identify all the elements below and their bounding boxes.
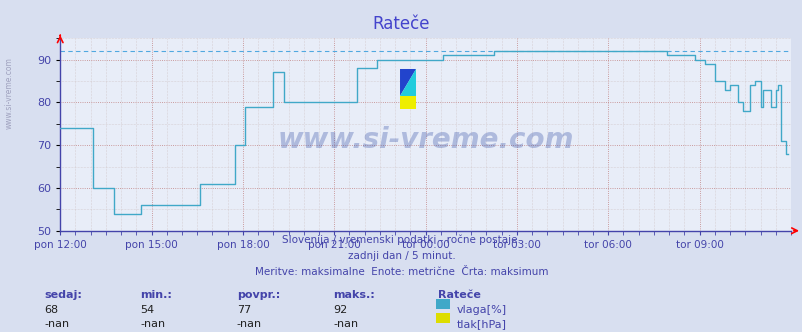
Text: 77: 77 (237, 305, 251, 315)
Text: 68: 68 (44, 305, 59, 315)
Text: www.si-vreme.com: www.si-vreme.com (5, 57, 14, 129)
Text: min.:: min.: (140, 290, 172, 300)
Text: Rateče: Rateče (437, 290, 480, 300)
Text: tlak[hPa]: tlak[hPa] (456, 319, 506, 329)
Polygon shape (399, 69, 415, 96)
Text: povpr.:: povpr.: (237, 290, 280, 300)
Text: -nan: -nan (44, 319, 69, 329)
Text: vlaga[%]: vlaga[%] (456, 305, 506, 315)
Text: Meritve: maksimalne  Enote: metrične  Črta: maksimum: Meritve: maksimalne Enote: metrične Črta… (254, 267, 548, 277)
Text: Rateče: Rateče (372, 15, 430, 33)
Text: 92: 92 (333, 305, 347, 315)
Text: -nan: -nan (140, 319, 165, 329)
Text: zadnji dan / 5 minut.: zadnji dan / 5 minut. (347, 251, 455, 261)
Text: maks.:: maks.: (333, 290, 375, 300)
Polygon shape (399, 96, 415, 110)
Text: sedaj:: sedaj: (44, 290, 82, 300)
Text: www.si-vreme.com: www.si-vreme.com (277, 126, 573, 154)
Text: 54: 54 (140, 305, 155, 315)
Text: -nan: -nan (237, 319, 261, 329)
Text: -nan: -nan (333, 319, 358, 329)
Text: Slovenija / vremenski podatki - ročne postaje.: Slovenija / vremenski podatki - ročne po… (282, 234, 520, 245)
Polygon shape (399, 69, 415, 96)
